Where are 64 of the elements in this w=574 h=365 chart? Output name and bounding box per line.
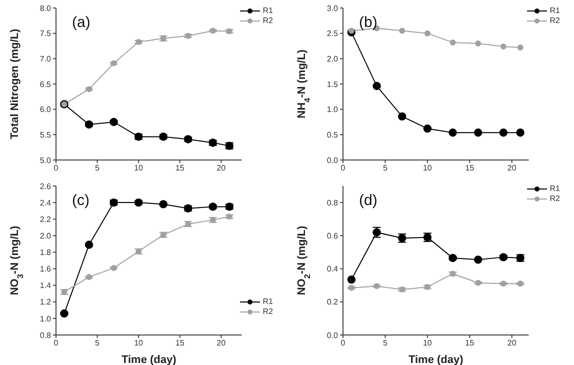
- x-tick-label: 15: [175, 164, 185, 173]
- legend-label: R1: [550, 184, 560, 194]
- y-tick-label: 8.0: [40, 4, 52, 13]
- y-tick-label: 1.0: [326, 105, 339, 114]
- legend-label: R2: [550, 16, 560, 26]
- x-tick-label: 10: [134, 164, 144, 173]
- y-tick-label: 6.0: [40, 105, 52, 114]
- x-tick-label: 15: [465, 338, 475, 348]
- x-axis-title: Time (day): [408, 354, 464, 365]
- annotation: (a): [72, 14, 90, 31]
- x-tick-label: 5: [382, 164, 388, 173]
- legend-label: R1: [550, 6, 560, 16]
- x-tick-label: 0: [340, 338, 346, 348]
- y-tick-label: 1.0: [40, 314, 52, 324]
- y-tick-label: 5.5: [40, 130, 52, 140]
- x-tick-label: 0: [54, 164, 59, 173]
- x-tick-label: 5: [95, 338, 100, 348]
- x-tick-label: 5: [95, 164, 100, 173]
- x-tick-label: 20: [507, 164, 517, 173]
- y-axis-title: Total Nitrogen (mg/L): [9, 28, 21, 140]
- y-tick-label: 2.4: [40, 198, 52, 208]
- annotation: (c): [72, 192, 90, 209]
- x-tick-label: 20: [216, 338, 226, 348]
- x-tick-label: 15: [175, 338, 185, 348]
- y-tick-label: 1.8: [40, 248, 52, 258]
- y-tick-label: 1.2: [40, 298, 52, 307]
- x-tick-label: 20: [216, 164, 226, 173]
- annotation: (d): [359, 192, 378, 209]
- x-tick-label: 10: [134, 338, 144, 348]
- y-tick-label: 0.8: [326, 198, 339, 208]
- y-tick-label: 0.0: [326, 156, 339, 165]
- y-tick-label: 0.8: [40, 330, 52, 340]
- legend-label: R1: [262, 297, 273, 307]
- legend-label: R2: [262, 16, 273, 26]
- y-tick-label: 3.0: [326, 4, 339, 13]
- y-tick-label: 1.4: [40, 281, 52, 290]
- y-tick-label: 1.6: [40, 264, 52, 274]
- x-tick-label: 0: [54, 338, 59, 348]
- x-tick-label: 15: [465, 164, 475, 173]
- y-tick-label: 7.5: [40, 29, 52, 38]
- y-tick-label: 5.0: [40, 156, 52, 165]
- y-tick-label: 0.2: [326, 298, 339, 307]
- x-tick-label: 10: [422, 164, 432, 173]
- legend-label: R2: [550, 194, 560, 204]
- y-tick-label: 0.4: [326, 264, 339, 274]
- x-tick-label: 5: [382, 338, 388, 348]
- x-tick-label: 20: [507, 338, 517, 348]
- legend-label: R1: [262, 6, 273, 16]
- y-tick-label: 0.0: [326, 330, 339, 340]
- y-tick-label: 6.5: [40, 80, 52, 89]
- y-tick-label: 0.5: [326, 130, 339, 140]
- y-tick-label: 7.0: [40, 54, 52, 64]
- y-tick-label: 2.6: [40, 182, 52, 191]
- y-tick-label: 0.6: [326, 232, 339, 241]
- y-tick-label: 2.0: [326, 54, 339, 64]
- y-tick-label: 1.5: [326, 80, 339, 89]
- x-tick-label: 10: [422, 338, 432, 348]
- legend-label: R2: [262, 307, 273, 317]
- x-tick-label: 0: [340, 164, 346, 173]
- y-tick-label: 2.2: [40, 214, 52, 224]
- annotation: (b): [359, 14, 378, 31]
- y-tick-label: 2.0: [40, 232, 52, 241]
- y-tick-label: 2.5: [326, 29, 339, 38]
- x-axis-title: Time (day): [121, 354, 177, 365]
